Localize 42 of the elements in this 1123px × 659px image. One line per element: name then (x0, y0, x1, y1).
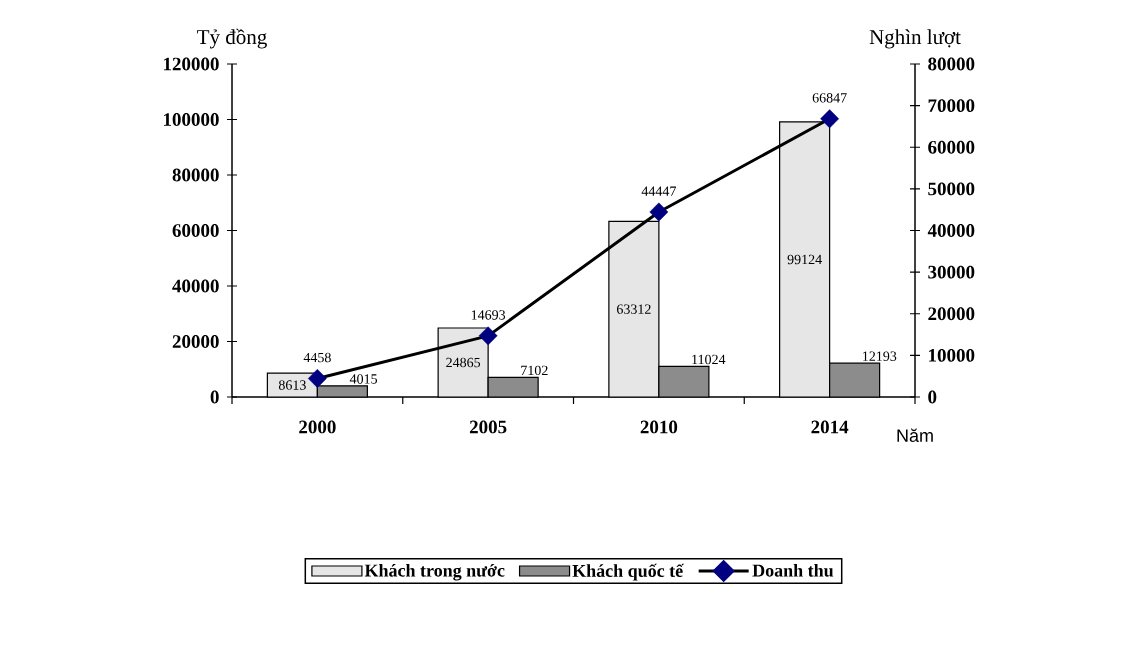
x-tick-label: 2014 (811, 420, 849, 434)
y2-tick-label: 30000 (928, 265, 975, 279)
data-label: 66847 (812, 93, 847, 103)
point (307, 369, 327, 388)
point (820, 109, 840, 129)
legend-label: Khách quốc tế (572, 563, 685, 581)
data-label: 8613 (278, 380, 306, 390)
y-tick-label: 100000 (163, 113, 219, 126)
y2-tick-label: 10000 (929, 348, 975, 362)
y-tick-label: 120000 (163, 57, 219, 71)
data-label: 99124 (787, 254, 822, 265)
y2-tick-label: 50000 (928, 182, 975, 196)
y2-tick-label: 20000 (928, 307, 975, 321)
y-tick-label: 60000 (172, 224, 219, 237)
data-label: 14693 (471, 310, 506, 320)
x-axis-title: Năm (897, 428, 933, 442)
x-tick-label: 2000 (299, 420, 336, 434)
y2-axis-title: Nghìn lượt (869, 29, 961, 49)
legend-label: Khách trong nước (364, 563, 505, 581)
data-label: 24865 (446, 357, 481, 368)
x-tick-label: 2010 (640, 420, 678, 434)
data-label: 44447 (641, 186, 676, 196)
data-label: 7102 (521, 365, 548, 376)
y2-tick-label: 40000 (927, 224, 975, 237)
y2-tick-label: 60000 (928, 140, 975, 154)
point (649, 202, 669, 222)
y2-tick-label: 80000 (928, 57, 975, 71)
y-tick-label: 20000 (172, 335, 219, 348)
data-label: 12193 (863, 351, 897, 361)
data-label: 63312 (616, 304, 651, 314)
y-axis-title: Tỷ đồng (197, 28, 267, 49)
data-label: 4458 (303, 352, 331, 363)
y-tick-label: 80000 (172, 168, 219, 182)
y-tick-label: 0 (210, 390, 219, 404)
point (478, 326, 498, 346)
y2-tick-label: 0 (928, 390, 937, 404)
data-label: 11024 (692, 354, 726, 365)
x-tick-label: 2005 (469, 420, 507, 434)
y-tick-label: 40000 (172, 279, 219, 293)
legend-label: Doanh thu (752, 563, 834, 577)
y2-tick-label: 70000 (928, 99, 975, 113)
data-label: 4015 (349, 374, 378, 384)
